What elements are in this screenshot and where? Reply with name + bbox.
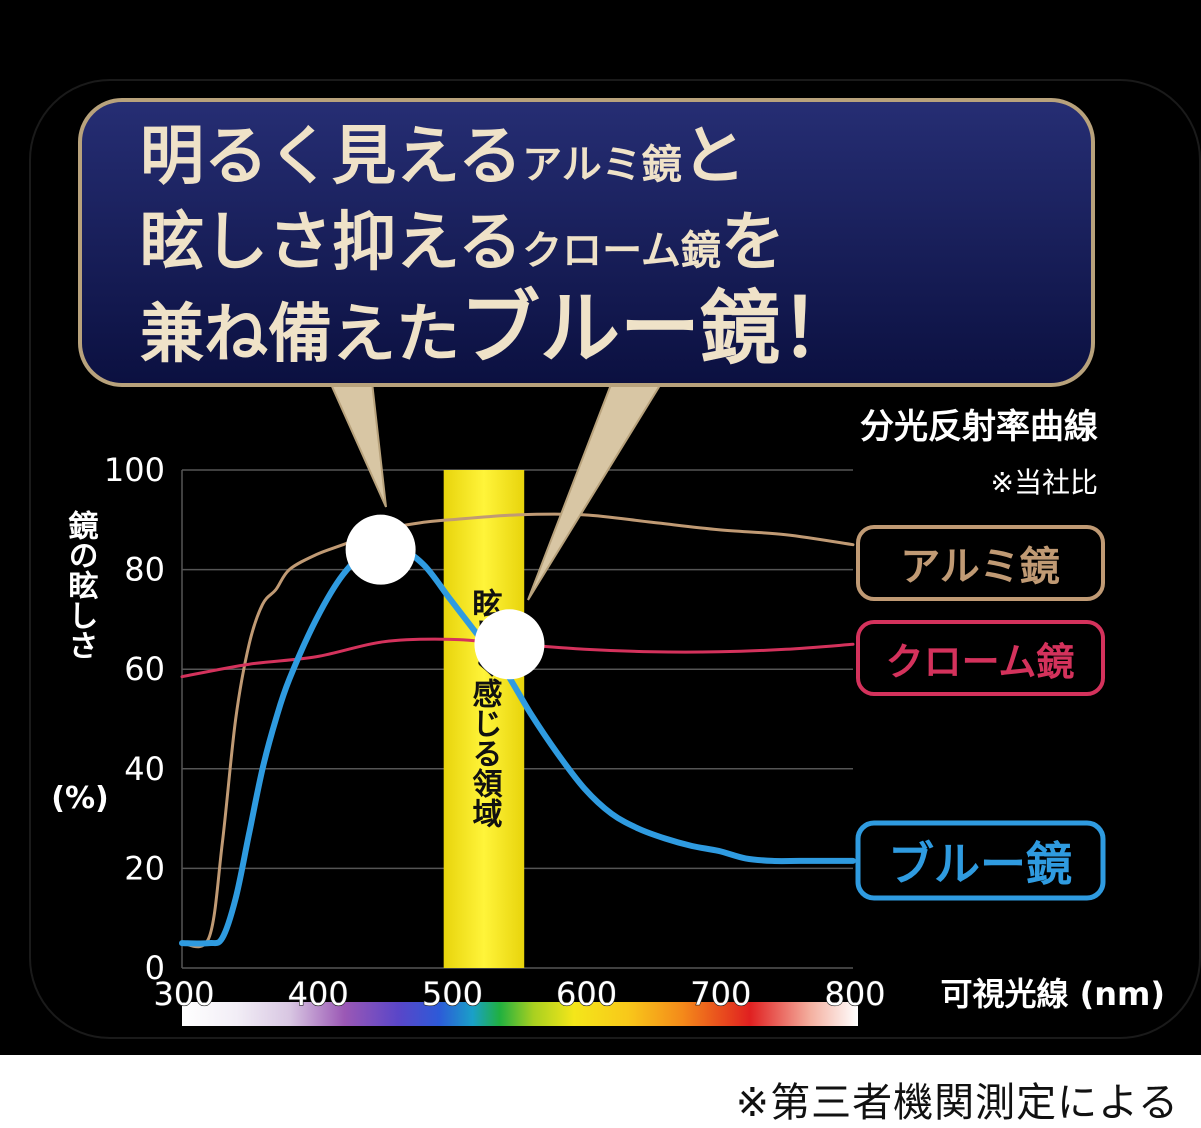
x-tick-label-600: 600 — [556, 975, 617, 1013]
x-tick-label-500: 500 — [422, 975, 483, 1013]
y-tick-label-20: 20 — [124, 849, 165, 887]
headline-line-3: 兼ね備えたブルー鏡！ — [140, 282, 860, 375]
x-tick-label-700: 700 — [690, 975, 751, 1013]
legend-item-chrome: クローム鏡 — [856, 620, 1105, 696]
x-axis-ticks: 300 400 500 600 700 800 — [153, 974, 886, 1013]
headline-banner: 明るく見えるアルミ鏡と 眩しさ抑えるクローム鏡を 兼ね備えたブルー鏡！ — [78, 98, 1095, 387]
x-tick-label-800: 800 — [824, 975, 885, 1013]
x-axis-label: 可視光線 (nm) — [940, 975, 1165, 1013]
y-tick-label-100: 100 — [104, 451, 165, 489]
glare-zone-band — [443, 470, 525, 968]
legend-item-aluminum: アルミ鏡 — [856, 525, 1105, 601]
series-line-blue — [179, 542, 856, 947]
visible-spectrum-bar — [182, 1002, 858, 1026]
headline-line-2: 眩しさ抑えるクローム鏡を — [140, 206, 785, 280]
marker-layer — [345, 514, 545, 680]
y-tick-label-40: 40 — [124, 750, 165, 788]
x-tick-label-400: 400 — [288, 975, 349, 1013]
y-axis-label-unit: (%) — [51, 781, 108, 816]
legend-label-chrome: クローム鏡 — [886, 640, 1075, 684]
series-line-aluminum — [180, 512, 855, 949]
y-axis-ticks: 0 20 40 60 80 100 — [104, 451, 165, 987]
y-tick-label-0: 0 — [145, 949, 165, 987]
footnote: ※第三者機関測定による — [735, 1080, 1179, 1126]
legend-label-aluminum: アルミ鏡 — [900, 544, 1060, 590]
x-tick-label-300: 300 — [153, 975, 214, 1013]
y-axis-label-vertical: 鏡の眩しさ — [63, 509, 99, 660]
headline-line-1: 明るく見えるアルミ鏡と — [140, 120, 746, 194]
highlight-marker-aluminum — [345, 514, 416, 585]
comparison-note: ※当社比 — [991, 466, 1098, 499]
legend-label-blue: ブルー鏡 — [888, 837, 1072, 891]
y-tick-label-80: 80 — [124, 551, 165, 589]
chart-subtitle: 分光反射率曲線 — [860, 407, 1098, 447]
highlight-marker-blue — [474, 609, 545, 680]
legend-item-blue: ブルー鏡 — [855, 820, 1106, 901]
y-tick-label-60: 60 — [124, 650, 165, 688]
legend: アルミ鏡 クローム鏡 ブルー鏡 — [855, 525, 1106, 901]
y-axis-label: 鏡の眩しさ (%) — [51, 509, 108, 816]
